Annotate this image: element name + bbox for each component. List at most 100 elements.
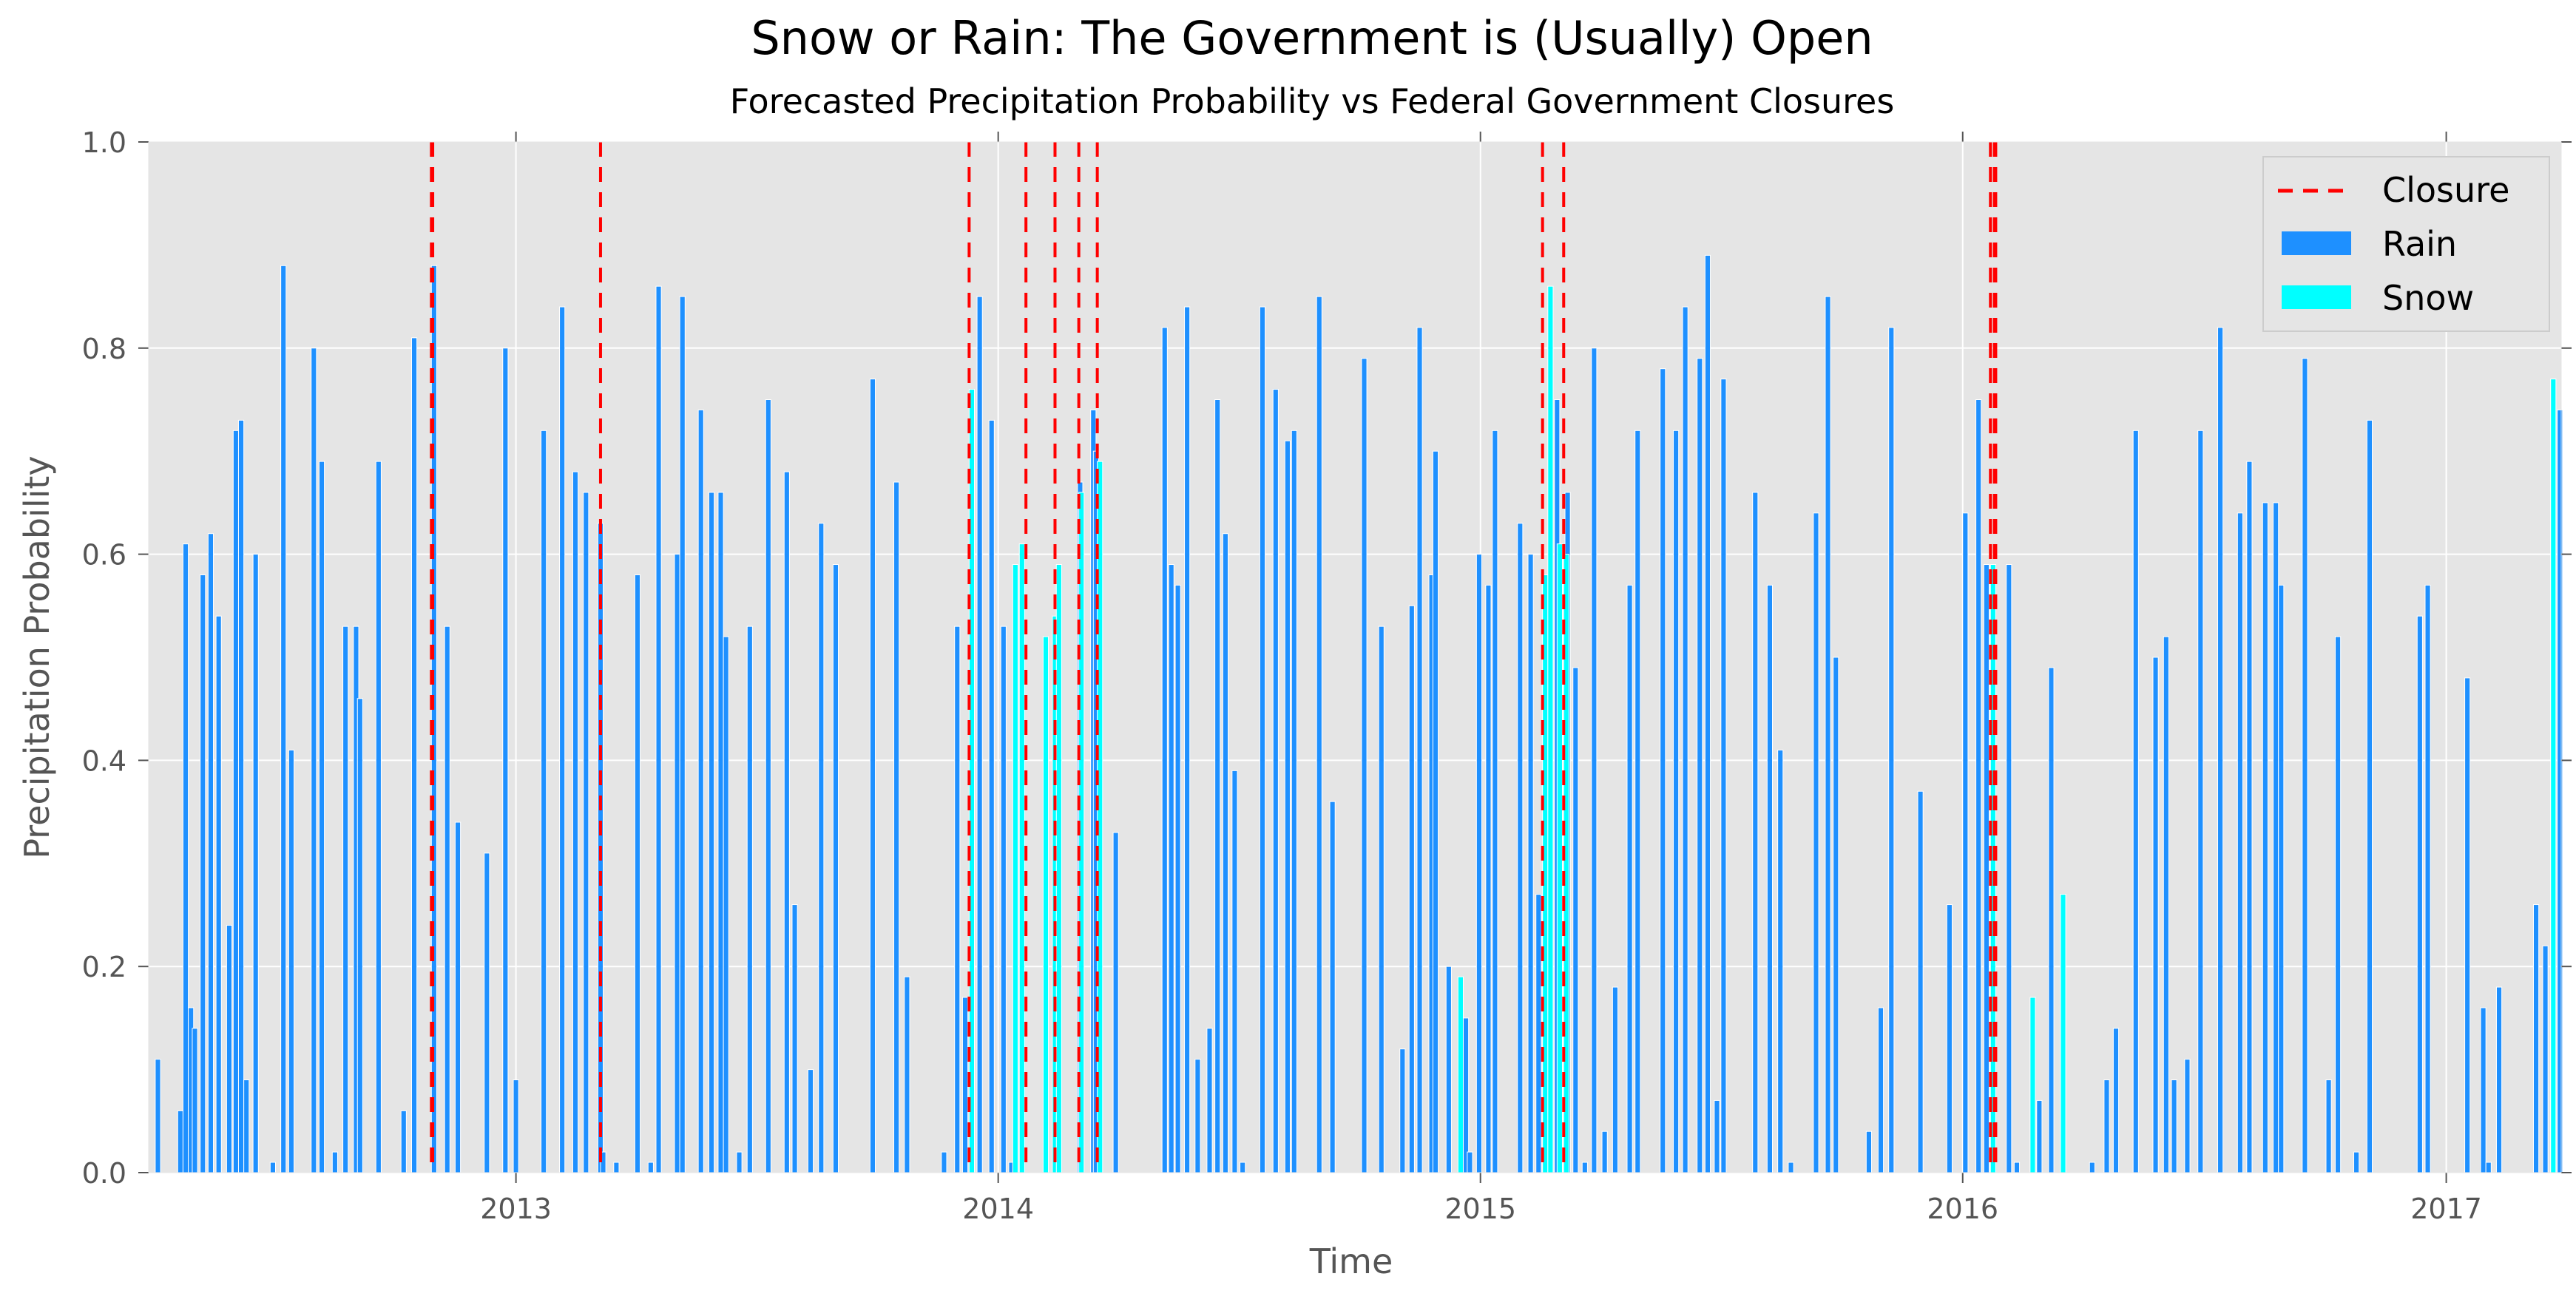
rain-bar (1673, 430, 1680, 1173)
rain-bar (1535, 894, 1542, 1173)
rain-bar (765, 399, 771, 1173)
rain-bar (2495, 986, 2503, 1173)
rain-bar (1612, 986, 1618, 1173)
rain-bar (513, 1079, 519, 1173)
rain-bar (954, 625, 961, 1173)
rain-bar (454, 821, 462, 1173)
rain-bar (807, 1069, 814, 1173)
rain-bar (559, 306, 566, 1173)
rain-bar (1752, 492, 1759, 1173)
rain-bar (2006, 564, 2012, 1173)
rain-bar (1184, 306, 1191, 1173)
rain-bar (1714, 1099, 1720, 1173)
legend-closure-label: Closure (2382, 170, 2509, 210)
rain-bar (232, 430, 239, 1173)
y-tick-label: 0.6 (82, 539, 126, 572)
rain-bar (1833, 657, 1839, 1173)
rain-bar (2542, 945, 2549, 1173)
plot-area (149, 142, 2561, 1173)
rain-bar (1788, 1162, 1794, 1173)
rain-bar (1467, 1151, 1473, 1173)
rain-bar (192, 1028, 198, 1173)
rain-bar (1408, 605, 1415, 1173)
rain-bar (1272, 389, 1279, 1173)
x-tick-label: 2015 (1444, 1193, 1516, 1225)
rain-bar (200, 574, 206, 1173)
rain-bar (1975, 399, 1982, 1173)
rain-bar (2152, 657, 2159, 1173)
x-axis-label: Time (1309, 1241, 1393, 1281)
rain-bar (2197, 430, 2204, 1173)
x-tick-label: 2017 (2410, 1193, 2482, 1225)
rain-bar (400, 1110, 407, 1173)
rain-bar (1361, 358, 1368, 1173)
x-tick-label: 2013 (480, 1193, 552, 1225)
rain-bar (1704, 254, 1711, 1173)
legend-snow-label: Snow (2382, 278, 2474, 318)
snow-bars (968, 285, 2557, 1173)
rain-bar (226, 924, 233, 1173)
rain-bar (723, 636, 729, 1173)
rain-bar (2112, 1028, 2120, 1173)
rain-bar (2217, 327, 2224, 1173)
rain-bar (502, 347, 509, 1173)
rain-bar (1485, 584, 1492, 1173)
y-tick-label: 0.0 (82, 1157, 126, 1190)
rain-bar (572, 471, 579, 1173)
rain-bar (2184, 1059, 2191, 1173)
rain-bar (444, 625, 450, 1173)
rain-bars (155, 254, 2563, 1173)
rain-bar (1284, 440, 1291, 1173)
x-tick-label: 2014 (962, 1193, 1034, 1225)
rain-bar (674, 554, 680, 1173)
rain-bar (1399, 1048, 1406, 1173)
rain-bar (988, 419, 995, 1173)
y-tick-label: 1.0 (82, 126, 126, 159)
rain-bar (1777, 749, 1784, 1173)
rain-bar (1378, 625, 1385, 1173)
rain-bar (207, 533, 214, 1173)
y-tick-label: 0.2 (82, 951, 126, 983)
rain-bar (904, 976, 910, 1173)
legend-rain-swatch (2282, 231, 2351, 255)
rain-bar (484, 852, 490, 1173)
rain-bar (1825, 296, 1831, 1173)
rain-bar (869, 379, 876, 1173)
rain-bar (1888, 327, 1895, 1173)
rain-bar (252, 554, 259, 1173)
rain-bar (2532, 904, 2540, 1173)
rain-bar (1492, 430, 1498, 1173)
rain-bar (1626, 584, 1633, 1173)
axis-ticks: 0.0 0.2 0.4 0.6 0.8 1.0 2013 2014 2015 2016 2017 (82, 126, 2572, 1225)
rain-bar (1194, 1059, 1201, 1173)
rain-bar (2273, 502, 2279, 1173)
rain-bar (1962, 512, 1969, 1173)
rain-bar (2089, 1162, 2095, 1173)
rain-bar (356, 698, 363, 1173)
rain-bar (237, 419, 245, 1173)
rain-bar (2353, 1151, 2360, 1173)
rain-bar (182, 543, 189, 1173)
rain-bar (1222, 533, 1229, 1173)
rain-bar (2416, 615, 2423, 1173)
rain-bar (1462, 1017, 1470, 1173)
rain-bar (1601, 1130, 1608, 1173)
rain-bar (1720, 379, 1727, 1173)
rain-bar (1682, 306, 1688, 1173)
rain-bar (1865, 1130, 1872, 1173)
chart-subtitle: Forecasted Precipitation Probability vs … (730, 81, 1895, 121)
rain-bar (2366, 419, 2373, 1173)
snow-bar (1556, 543, 1563, 1173)
snow-bar (1547, 285, 1554, 1173)
rain-bar (410, 337, 418, 1173)
rain-bar (1240, 1162, 1246, 1173)
rain-bar (243, 1079, 250, 1173)
rain-bar (634, 574, 641, 1173)
rain-bar (2246, 461, 2253, 1173)
rain-bar (2464, 677, 2471, 1173)
snow-bar (1457, 976, 1464, 1173)
rain-bar (2302, 358, 2308, 1173)
rain-bar (2557, 409, 2563, 1173)
rain-bar (1161, 327, 1168, 1173)
